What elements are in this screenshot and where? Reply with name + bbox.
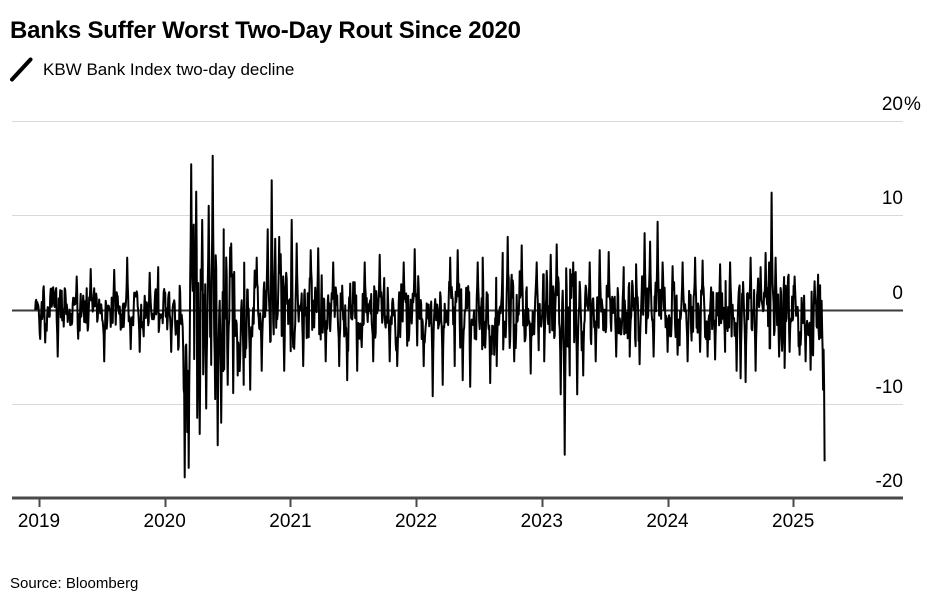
y-axis-label: -10 (875, 376, 903, 398)
x-axis-label: 2025 (772, 511, 815, 532)
x-axis-label: 2021 (269, 511, 312, 532)
legend-label: KBW Bank Index two-day decline (43, 59, 295, 79)
x-axis-label: 2023 (520, 511, 563, 532)
x-axis-label: 2019 (17, 511, 61, 532)
series-slash-icon (10, 57, 33, 82)
series-line (34, 154, 826, 479)
y-axis-label: -20 (875, 471, 903, 493)
y-axis-label: 0 (892, 282, 903, 304)
x-axis-label: 2022 (394, 511, 438, 532)
y-axis-label: 20% (881, 93, 921, 115)
y-axis-label: 10 (881, 188, 903, 210)
percent-sign: % (904, 93, 921, 115)
legend: KBW Bank Index two-day decline (9, 56, 294, 83)
chart-title: Banks Suffer Worst Two-Day Rout Since 20… (10, 17, 521, 44)
source-note: Source: Bloomberg (10, 575, 139, 592)
x-axis-label: 2020 (143, 511, 186, 532)
x-axis-label: 2024 (646, 511, 689, 532)
